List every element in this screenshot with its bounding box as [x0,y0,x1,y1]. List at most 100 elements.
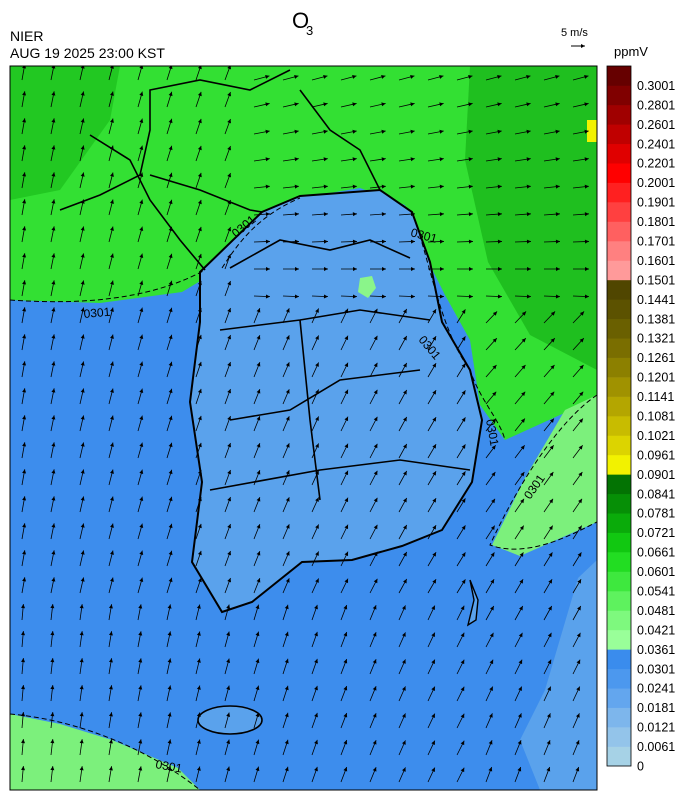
wind-arrowhead [432,471,437,476]
wind-arrowhead [108,739,113,744]
province-border [209,239,471,501]
wind-arrowhead [168,442,173,448]
wind-arrowhead [21,604,26,609]
wind-arrowhead [403,470,407,476]
wind-arrowhead [344,362,349,368]
wind-arrowhead [110,226,114,231]
wind-arrowhead [489,659,494,665]
wind-arrowhead [139,199,144,204]
wind-arrowhead [461,471,466,476]
wind-arrowhead [110,469,114,474]
wind-arrowhead [139,469,144,474]
colorbar-label: 0.1501 [637,273,675,287]
wind-arrowhead [21,631,26,636]
wind-arrowhead [460,686,465,692]
wind-arrowhead [226,685,231,690]
wind-arrowhead [50,685,55,690]
wind-arrowhead [372,740,377,745]
wind-arrowhead [315,416,319,421]
wind-arrowhead [323,102,328,107]
wind-arrowhead [51,388,56,393]
wind-arrowhead [432,309,437,314]
wind-arrowhead [256,389,261,394]
region-light-green [10,714,200,790]
wind-arrowhead [80,145,85,150]
wind-arrowhead [578,498,583,504]
wind-arrowhead [491,445,496,450]
wind-arrowhead [22,469,27,474]
wind-arrowhead [519,606,523,611]
colorbar-label: 0.0661 [637,546,675,560]
colorbar-label: 0.1801 [637,215,675,229]
wind-arrowhead [373,389,378,395]
wind-arrowhead [432,525,437,530]
wind-arrowhead [546,713,551,718]
wind-arrowhead [548,579,553,584]
wind-arrowhead [576,659,581,665]
wind-arrowhead [197,91,202,97]
wind-arrowhead [108,658,113,663]
wind-arrowhead [197,280,202,286]
colorbar-label: 0.0541 [637,585,675,599]
wind-arrowhead [439,239,444,244]
wind-arrowhead [518,632,523,638]
wind-arrowhead [468,184,473,189]
colorbar-swatch [607,610,631,631]
wind-arrowhead [167,766,172,771]
wind-arrowhead [22,172,27,177]
colorbar-swatch [607,221,631,242]
wind-arrowhead [344,578,349,584]
wind-arrowhead [168,550,173,556]
wind-arrowhead [21,685,26,690]
wind-arrowhead [547,686,551,691]
wind-arrowhead [584,239,589,244]
wind-arrowhead [168,118,173,124]
wind-arrowhead [460,605,465,611]
wind-arrowhead [139,307,144,312]
colorbar-label: 0.0421 [637,623,675,637]
wind-arrowhead [226,604,231,609]
colorbar-swatch [607,104,631,125]
wind-arrowhead [256,335,261,340]
colorbar: 0 0.0061 0.0121 0.0181 0.0241 0.0301 0.0361 0.0… [606,65,675,774]
wind-arrowhead [51,361,56,366]
wind-arrowhead [110,307,114,312]
wind-arrowhead [139,145,144,150]
wind-arrowhead [265,74,270,79]
wind-arrowhead [265,212,270,217]
colorbar-unit: ppmV [614,44,648,59]
wind-arrowhead [226,739,231,744]
wind-arrowhead [80,280,85,285]
colorbar-swatch [607,66,631,86]
wind-arrowhead [381,74,386,79]
wind-arrowhead [227,91,232,97]
wind-arrowhead [410,294,415,299]
wind-arrowhead [22,523,27,528]
wind-arrowhead [197,415,202,421]
wind-arrowhead [139,334,144,339]
wind-arrowhead [50,604,55,609]
wind-arrowhead [110,415,114,420]
wind-arrowhead [227,280,232,286]
wind-arrowhead [526,294,531,299]
wind-arrowhead [80,469,85,474]
wind-arrowhead [79,685,84,690]
wind-arrowhead [51,199,56,204]
wind-arrowhead [461,309,466,314]
wind-arrowhead [22,361,27,366]
wind-arrowhead [584,294,589,299]
wind-arrowhead [432,444,437,449]
wind-arrowhead [432,390,437,395]
wind-arrowhead [491,472,496,477]
wind-arrowhead [315,497,319,502]
wind-arrowhead [227,388,232,394]
colorbar-label: 0.2801 [637,98,675,112]
wind-arrowhead [402,767,406,772]
wind-arrowhead [80,577,85,582]
wind-arrowhead [197,577,202,583]
wind-arrowhead [403,524,407,530]
wind-arrowhead [526,239,531,244]
wind-arrowhead [352,294,357,299]
wind-arrowhead [22,226,27,231]
wind-arrowhead [255,685,260,691]
